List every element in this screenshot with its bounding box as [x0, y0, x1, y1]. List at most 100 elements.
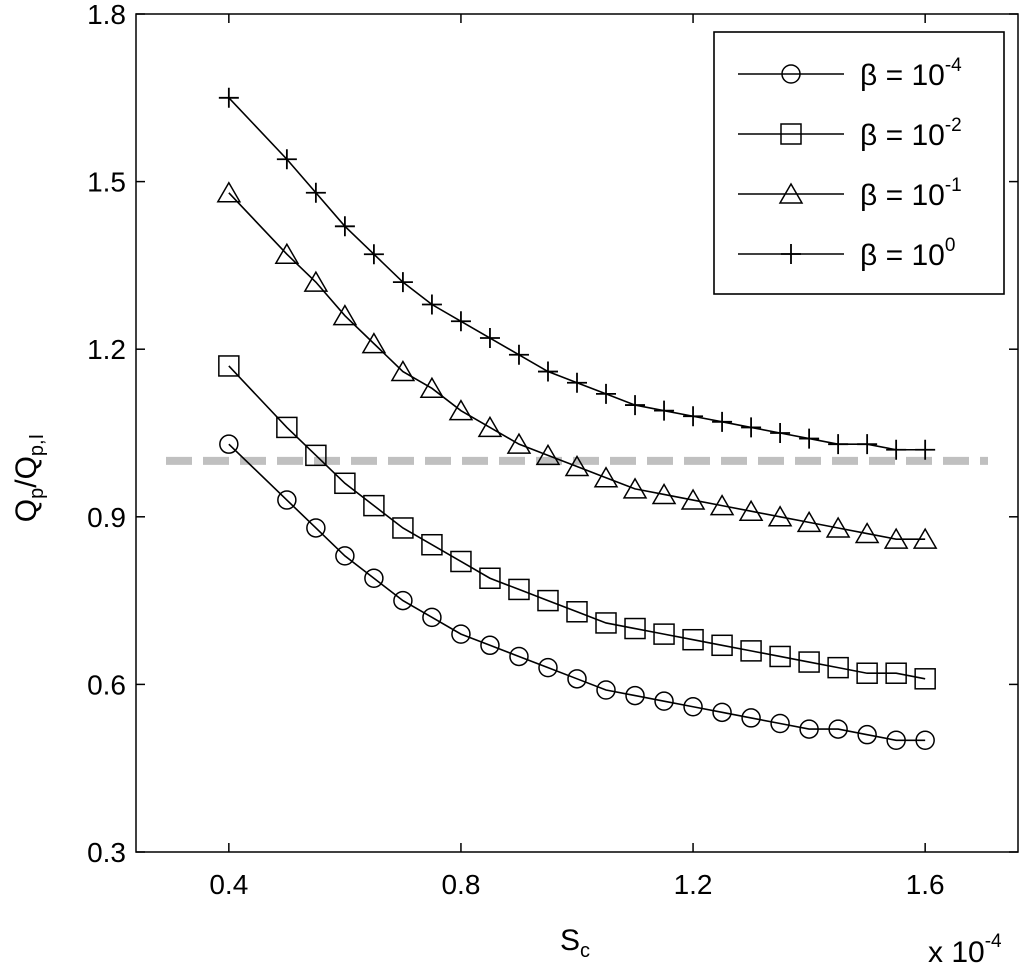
y-axis-label-slash: /Q	[10, 456, 43, 488]
legend-label-prefix: β = 10	[860, 119, 945, 152]
data-point-triangle	[564, 455, 590, 477]
data-point-plus	[915, 439, 936, 460]
data-point-square	[363, 494, 385, 517]
x-axis-label-sub: c	[580, 940, 590, 962]
data-point-triangle	[535, 443, 561, 466]
legend-label-exp: -2	[945, 115, 962, 136]
legend-label: β = 10-1	[860, 175, 962, 212]
data-point-triangle	[274, 242, 300, 264]
data-point-circle	[857, 724, 877, 745]
plot-frame-layer	[135, 13, 1019, 853]
data-point-triangle	[796, 510, 822, 533]
data-point-plus	[799, 428, 820, 449]
data-point-triangle	[651, 482, 677, 505]
y-axis-label: Qp/Qp,I	[10, 434, 48, 522]
data-point-square	[508, 578, 530, 601]
y-tick-label: 1.5	[87, 167, 126, 198]
x-tick-label: 1.6	[906, 869, 945, 900]
series-line-circle	[228, 443, 926, 742]
legend-entry-square: β = 10-2	[738, 115, 962, 152]
data-point-triangle	[883, 527, 909, 549]
data-point-square	[914, 668, 936, 690]
data-point-square	[711, 634, 733, 657]
y-axis-label-sub1: p	[26, 488, 48, 499]
data-point-plus	[450, 311, 471, 332]
data-point-square	[827, 656, 849, 679]
legend-marker-plus	[781, 244, 801, 264]
data-point-plus	[479, 328, 500, 349]
data-point-circle	[886, 730, 906, 751]
data-point-triangle	[912, 527, 938, 549]
x-multiplier-exp: -4	[985, 931, 1002, 952]
data-point-triangle	[767, 505, 793, 527]
y-tick-label: 0.3	[87, 837, 126, 868]
y-axis-label-q1: Q	[10, 499, 43, 522]
series-plus	[218, 87, 936, 460]
legend: β = 10-4β = 10-2β = 10-1β = 100	[713, 31, 1005, 295]
legend-label: β = 100	[860, 235, 955, 272]
series-line-triangle	[228, 192, 926, 540]
data-point-triangle	[506, 432, 532, 454]
legend-entry-triangle: β = 10-1	[738, 175, 962, 212]
data-point-circle	[509, 646, 529, 667]
data-point-triangle	[680, 488, 706, 510]
legend-label-exp: -4	[945, 55, 962, 76]
data-point-plus	[770, 423, 791, 443]
legend-marker-square	[780, 123, 802, 145]
x-tick-label: 0.4	[209, 869, 248, 900]
data-point-plus	[305, 182, 326, 203]
legend-entry-circle: β = 10-4	[738, 55, 962, 92]
y-tick-label: 0.9	[87, 502, 126, 533]
data-point-square	[769, 645, 791, 668]
data-point-square	[479, 567, 501, 590]
data-point-circle	[799, 719, 819, 739]
data-point-circle	[683, 696, 703, 717]
data-point-plus	[886, 439, 907, 460]
data-point-circle	[654, 691, 674, 711]
legend-label-prefix: β = 10	[860, 59, 945, 92]
data-point-triangle	[593, 466, 619, 488]
y-tick-label: 1.2	[87, 334, 126, 365]
data-point-plus	[654, 400, 675, 421]
y-tick-label: 1.8	[87, 0, 126, 30]
data-point-plus	[567, 372, 587, 393]
data-point-triangle	[825, 516, 851, 538]
legend-entry-plus: β = 100	[738, 235, 955, 272]
data-point-triangle	[477, 415, 503, 438]
data-point-triangle	[390, 360, 416, 382]
data-point-circle	[335, 546, 355, 566]
data-point-square	[218, 355, 240, 377]
data-point-circle	[277, 490, 297, 510]
data-point-plus	[683, 406, 704, 427]
data-point-circle	[480, 635, 500, 656]
series-circle	[219, 434, 935, 751]
legend-label-exp: -1	[945, 175, 962, 196]
data-point-plus	[218, 87, 239, 108]
series-triangle	[216, 181, 938, 549]
series-layer	[216, 87, 938, 751]
data-point-triangle	[854, 522, 880, 544]
y-axis-label-sub2: p,I	[26, 434, 48, 456]
data-point-triangle	[448, 399, 474, 421]
data-point-square	[682, 628, 704, 651]
data-point-plus	[537, 361, 558, 382]
x-tick-label: 0.8	[441, 869, 480, 900]
series-line-square	[228, 365, 926, 680]
legend-label-prefix: β = 10	[860, 239, 945, 272]
series-line-plus	[228, 97, 926, 451]
data-point-square	[421, 533, 443, 556]
data-point-square	[653, 623, 675, 645]
x-multiplier-base: x 10	[928, 936, 985, 968]
data-point-triangle	[738, 499, 764, 521]
data-point-circle	[567, 669, 587, 689]
y-tick-label: 0.6	[87, 669, 126, 700]
data-point-circle	[538, 657, 558, 678]
data-point-plus	[363, 244, 384, 265]
data-point-plus	[712, 411, 733, 432]
data-point-plus	[596, 383, 617, 404]
data-point-circle	[596, 680, 616, 700]
data-point-triangle	[361, 332, 387, 354]
data-point-triangle	[709, 494, 735, 516]
legend-label: β = 10-4	[860, 55, 962, 92]
data-point-square	[740, 640, 762, 662]
